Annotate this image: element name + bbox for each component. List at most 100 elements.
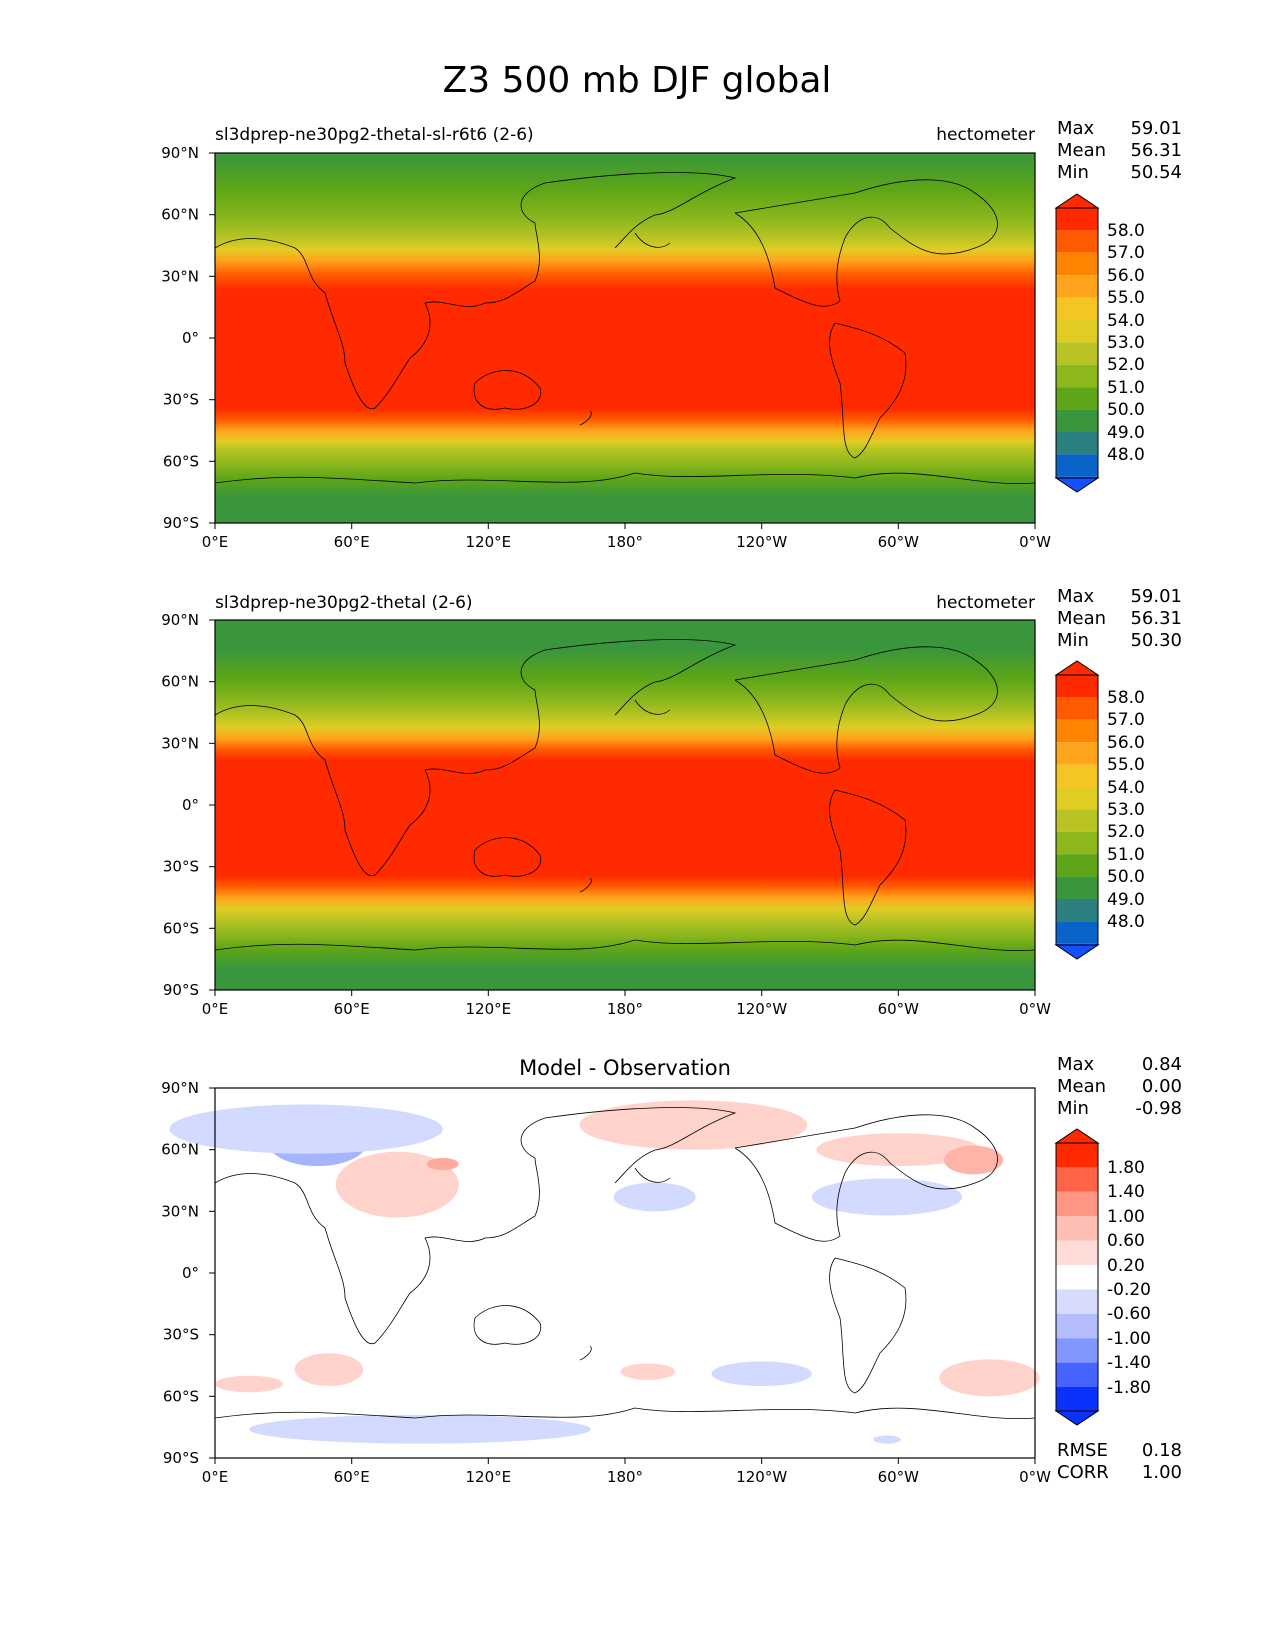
ytick-label: 90°N: [161, 1079, 199, 1097]
ytick-label: 90°N: [161, 144, 199, 162]
stat-value: 56.31: [1130, 608, 1182, 629]
stat-value: 59.01: [1130, 118, 1182, 139]
panel-3: Model - Observation 90°N 60°N 30°N 0° 30…: [161, 1054, 1182, 1486]
xtick-label: 60°E: [334, 533, 370, 551]
x-ticks: 0°E 60°E 120°E 180° 120°W 60°W 0°W: [202, 990, 1051, 1018]
colorbar: 1.80 1.40 1.00 0.60 0.20 -0.20 -0.60 -1.…: [1054, 1128, 1151, 1426]
figure-title: Z3 500 mb DJF global: [443, 60, 832, 101]
xtick-label: 60°E: [334, 1468, 370, 1486]
ytick-label: 60°S: [163, 919, 199, 937]
negative-anomaly-region: [249, 1414, 591, 1444]
colorbar-label: 50.0: [1107, 400, 1145, 420]
positive-anomaly-region: [294, 1353, 364, 1387]
ytick-label: 30°N: [161, 734, 199, 752]
xtick-label: 120°W: [736, 533, 787, 551]
ytick-label: 60°S: [163, 1387, 199, 1405]
ytick-label: 90°N: [161, 611, 199, 629]
stat-value: 59.01: [1130, 586, 1182, 607]
stat-value: 50.30: [1130, 630, 1182, 651]
stats: Max 59.01 Mean 56.31 Min 50.30: [1057, 586, 1182, 651]
positive-anomaly-region: [620, 1363, 676, 1380]
colorbar-label: 58.0: [1107, 221, 1145, 241]
stat-value: 0.18: [1142, 1440, 1182, 1461]
colorbar-max-extension: [1054, 1128, 1100, 1144]
colorbar-swatch: [1056, 252, 1098, 276]
ytick-label: 30°S: [163, 858, 199, 876]
colorbar-label: 54.0: [1107, 311, 1145, 331]
colorbar-label: -0.60: [1107, 1304, 1151, 1324]
map-field: [215, 620, 1035, 990]
colorbar-swatch: [1056, 1338, 1098, 1363]
stat-label: Mean: [1057, 140, 1106, 161]
colorbar-label: 1.00: [1107, 1207, 1145, 1227]
colorbar-label: 48.0: [1107, 912, 1145, 932]
coastlines: [214, 172, 1036, 485]
colorbar-swatch: [1056, 1289, 1098, 1314]
ytick-label: 60°S: [163, 452, 199, 470]
xtick-label: 60°W: [878, 1468, 920, 1486]
ytick-label: 90°S: [163, 981, 199, 999]
xtick-label: 180°: [607, 533, 643, 551]
colorbar-swatch: [1056, 1313, 1098, 1339]
colorbar-swatch: [1056, 1143, 1098, 1168]
y-ticks: 90°N 60°N 30°N 0° 30°S 60°S 90°S: [161, 144, 215, 532]
colorbar-swatch: [1056, 831, 1098, 855]
positive-anomaly-region: [816, 1133, 981, 1167]
panel-title: Model - Observation: [519, 1056, 731, 1080]
ytick-label: 30°N: [161, 267, 199, 285]
stat-label: Max: [1057, 118, 1095, 139]
colorbar-swatch: [1056, 899, 1098, 922]
colorbar-label: 49.0: [1107, 423, 1145, 443]
units-label: hectometer: [936, 593, 1035, 613]
colorbar-swatch: [1056, 1240, 1098, 1265]
colorbar-label: 53.0: [1107, 333, 1145, 353]
panel-title: sl3dprep-ne30pg2-thetal (2-6): [215, 593, 473, 613]
colorbar-swatch: [1056, 409, 1098, 432]
ytick-label: 60°N: [161, 673, 199, 691]
colorbar-outline: [1055, 207, 1099, 479]
ytick-label: 30°S: [163, 1326, 199, 1344]
xtick-label: 60°W: [878, 533, 920, 551]
colorbar-swatch: [1056, 921, 1098, 944]
positive-anomaly-region: [335, 1151, 459, 1218]
units-label: hectometer: [936, 125, 1035, 145]
ytick-label: 90°S: [163, 1449, 199, 1467]
colorbar-label: 0.60: [1107, 1231, 1145, 1251]
negative-anomaly-region: [811, 1178, 963, 1216]
colorbar-label: 51.0: [1107, 845, 1145, 865]
ytick-label: 30°S: [163, 391, 199, 409]
colorbar-swatch: [1056, 320, 1098, 343]
coastlines: [214, 1107, 1036, 1420]
ytick-label: 0°: [182, 1264, 199, 1282]
xtick-label: 0°W: [1019, 1000, 1051, 1018]
stat-label: CORR: [1057, 1462, 1109, 1483]
xtick-label: 120°E: [465, 1000, 511, 1018]
negative-anomaly-region: [711, 1361, 812, 1387]
colorbar-label: 56.0: [1107, 266, 1145, 286]
colorbar-swatch: [1056, 1167, 1098, 1192]
positive-anomaly-region: [939, 1359, 1040, 1397]
negative-anomaly-region: [613, 1182, 696, 1212]
stat-value: 50.54: [1130, 162, 1182, 183]
colorbar-label: 53.0: [1107, 800, 1145, 820]
map-field: [215, 153, 1035, 523]
colorbar: 58.0 57.0 56.0 55.0 54.0 53.0 52.0 51.0 …: [1054, 193, 1145, 493]
colorbar-swatch: [1056, 230, 1098, 253]
colorbar-label: 54.0: [1107, 778, 1145, 798]
stat-value: 1.00: [1142, 1462, 1182, 1483]
colorbar-label: 1.80: [1107, 1158, 1145, 1178]
colorbar-label: 52.0: [1107, 355, 1145, 375]
colorbar-label: 55.0: [1107, 288, 1145, 308]
colorbar-label: 56.0: [1107, 733, 1145, 753]
stat-value: 56.31: [1130, 140, 1182, 161]
stat-label: Min: [1057, 1098, 1089, 1119]
y-ticks: 90°N 60°N 30°N 0° 30°S 60°S 90°S: [161, 611, 215, 999]
stats: Max 59.01 Mean 56.31 Min 50.54: [1057, 118, 1182, 183]
colorbar-label: 57.0: [1107, 710, 1145, 730]
xtick-label: 0°E: [202, 1000, 229, 1018]
colorbar-label: 55.0: [1107, 755, 1145, 775]
colorbar-swatch: [1056, 1362, 1098, 1387]
colorbar-swatch: [1056, 387, 1098, 410]
stat-label: Max: [1057, 586, 1095, 607]
